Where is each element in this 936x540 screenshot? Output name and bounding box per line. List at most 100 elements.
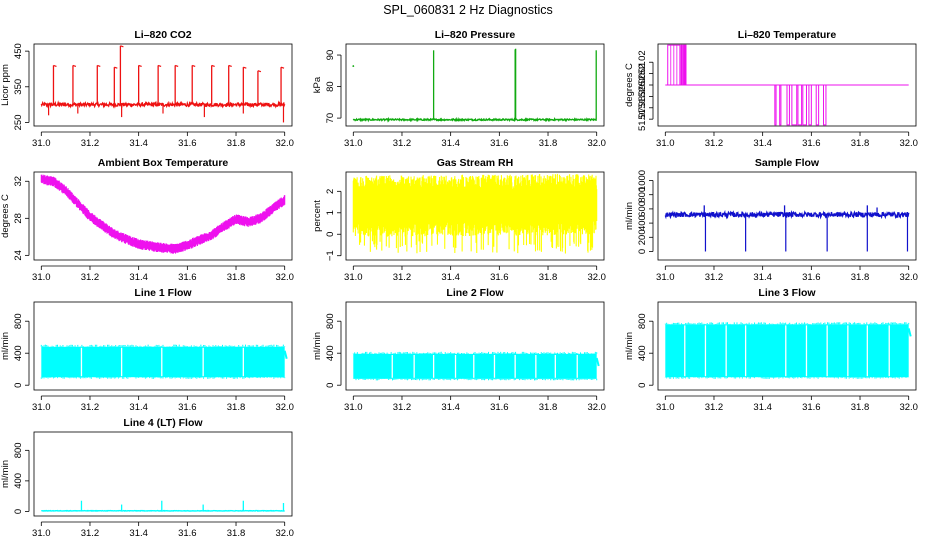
p9-plot-frame (657, 301, 917, 391)
p3-x-tick-label-3: 31.6 (802, 138, 821, 149)
panel-p2: Li–820 Pressure 31.0 31.2 31.4 31.6 31.8 32.0 7… (312, 29, 606, 149)
p6-x-tick-label-5: 32.0 (899, 272, 918, 283)
p1-spike-cap-7 (174, 64, 179, 67)
p7-x-tick-label-4: 31.8 (227, 402, 246, 413)
p8-title: Line 2 Flow (446, 287, 504, 299)
p2-x-tick-label-1: 31.2 (393, 138, 412, 149)
p3-y-tick-label-0: 51.97 (637, 107, 648, 131)
p5-band (352, 173, 598, 254)
p4-x-tick-label-3: 31.6 (178, 272, 197, 283)
p10-x-tick-label-3: 31.6 (178, 528, 197, 539)
p3-x-tick-label-2: 31.4 (753, 138, 772, 149)
p8-tail (595, 357, 600, 367)
p9-title: Line 3 Flow (758, 287, 816, 299)
panel-p8: Line 2 Flow 31.0 31.2 31.4 31.6 31.8 32.0 0 400 8… (312, 287, 606, 413)
p5-x-tick-label-5: 32.0 (587, 272, 606, 283)
p1-x-tick-label-5: 32.0 (275, 138, 294, 149)
p6-x-tick-label-1: 31.2 (705, 272, 724, 283)
p3-series (665, 44, 909, 126)
p10-x-tick-label-5: 32.0 (275, 528, 294, 539)
p10-y-axis: 0 400 800 (13, 442, 30, 514)
p9-x-tick-label-0: 31.0 (656, 402, 675, 413)
p2-series (352, 48, 597, 123)
p5-title: Gas Stream RH (437, 157, 513, 169)
p2-trace (352, 116, 597, 123)
p1-plot-frame (33, 43, 293, 127)
p6-y-tick-label-5: 1000 (637, 170, 648, 191)
p4-title: Ambient Box Temperature (98, 157, 229, 169)
p4-band (40, 174, 286, 254)
p7-y-tick-label-2: 800 (13, 313, 24, 329)
p9-x-axis: 31.0 31.2 31.4 31.6 31.8 32.0 (656, 395, 918, 413)
p9-x-tick-label-3: 31.6 (802, 402, 821, 413)
p1-x-tick-label-3: 31.6 (178, 138, 197, 149)
p8-x-tick-label-4: 31.8 (539, 402, 558, 413)
p10-y-tick-label-2: 800 (13, 442, 24, 458)
p10-x-tick-label-1: 31.2 (81, 528, 100, 539)
p10-plot-frame (33, 431, 293, 517)
p10-x-tick-label-0: 31.0 (32, 528, 51, 539)
p1-x-axis: 31.0 31.2 31.4 31.6 31.8 32.0 (32, 131, 294, 149)
p10-y-label: ml/min (0, 460, 11, 488)
p4-y-axis: 24 28 32 (13, 176, 30, 261)
p8-x-tick-label-2: 31.4 (441, 402, 460, 413)
p3-y-tick-label-4: 52.01 (637, 62, 648, 86)
p2-y-tick-label-1: 80 (325, 81, 336, 92)
panel-p10: Line 4 (LT) Flow 31.0 31.2 31.4 31.6 31.8 32.0… (0, 417, 294, 539)
panel-p5: Gas Stream RH 31.0 31.2 31.4 31.6 31.8 32.0 −1 0… (312, 157, 606, 283)
p7-x-tick-label-5: 32.0 (275, 402, 294, 413)
p6-y-tick-label-2: 400 (637, 215, 648, 231)
p3-y-tick-label-1: 51.98 (637, 96, 648, 120)
p6-title: Sample Flow (755, 157, 820, 169)
p2-x-tick-label-5: 32.0 (587, 138, 606, 149)
p3-plot-frame (657, 43, 917, 127)
p2-x-tick-label-4: 31.8 (539, 138, 558, 149)
p5-y-label: percent (312, 200, 323, 232)
p7-x-tick-label-1: 31.2 (81, 402, 100, 413)
p10-x-tick-label-2: 31.4 (129, 528, 148, 539)
p3-low-pulse-7 (815, 85, 820, 126)
p4-x-tick-label-1: 31.2 (81, 272, 100, 283)
p3-low-pulse-2 (786, 85, 790, 126)
panel-p7: Line 1 Flow 31.0 31.2 31.4 31.6 31.8 32.0 0 400 8… (0, 287, 294, 413)
p8-x-axis: 31.0 31.2 31.4 31.6 31.8 32.0 (344, 395, 606, 413)
p1-title: Li–820 CO2 (134, 29, 191, 41)
p10-y-tick-label-1: 400 (13, 473, 24, 489)
p4-x-tick-label-5: 32.0 (275, 272, 294, 283)
p1-x-tick-label-0: 31.0 (32, 138, 51, 149)
p1-series (40, 45, 286, 123)
p3-low-pulse-4 (797, 85, 803, 126)
p6-trace (664, 209, 910, 220)
p3-low-pulse-0 (774, 85, 777, 126)
p3-y-tick-label-2: 51.99 (637, 84, 648, 108)
p10-x-axis: 31.0 31.2 31.4 31.6 31.8 32.0 (32, 521, 294, 539)
p9-y-label: ml/min (624, 332, 635, 360)
p4-x-tick-label-2: 31.4 (129, 272, 148, 283)
p3-x-axis: 31.0 31.2 31.4 31.6 31.8 32.0 (656, 131, 918, 149)
p8-x-tick-label-5: 32.0 (587, 402, 606, 413)
p8-series (352, 351, 600, 381)
p8-x-tick-label-1: 31.2 (393, 402, 412, 413)
p1-y-tick-label-2: 450 (13, 43, 24, 59)
p2-x-axis: 31.0 31.2 31.4 31.6 31.8 32.0 (344, 131, 606, 149)
figure-title: SPL_060831 2 Hz Diagnostics (383, 3, 553, 17)
p3-low-pulse-3 (791, 85, 798, 126)
p5-x-tick-label-0: 31.0 (344, 272, 363, 283)
p6-x-tick-label-2: 31.4 (753, 272, 772, 283)
p1-y-axis: 250 350 450 (13, 43, 30, 130)
p8-x-tick-label-3: 31.6 (490, 402, 509, 413)
p3-low-pulse-5 (802, 85, 807, 126)
p2-title: Li–820 Pressure (435, 29, 516, 41)
p1-spike-cap-5 (138, 64, 142, 67)
p10-x-tick-label-4: 31.8 (227, 528, 246, 539)
p8-band-edge (352, 351, 598, 381)
p4-x-tick-label-4: 31.8 (227, 272, 246, 283)
p1-spike-cap-12 (257, 70, 262, 73)
p8-y-tick-label-1: 400 (325, 345, 336, 361)
p4-y-tick-label-1: 28 (13, 213, 24, 224)
p9-y-axis: 0 400 800 (637, 313, 654, 388)
p9-series (664, 322, 912, 379)
